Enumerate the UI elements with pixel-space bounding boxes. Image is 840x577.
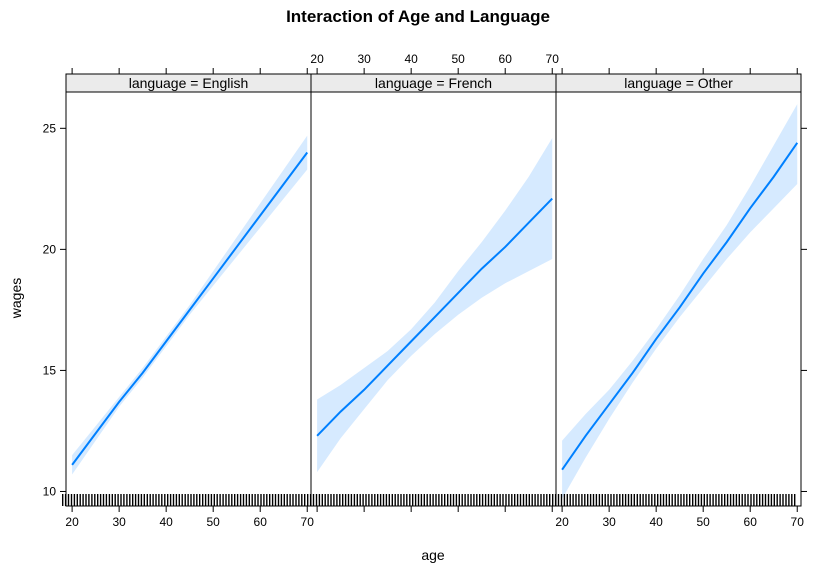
chart-title: Interaction of Age and Language [286,7,550,26]
confidence-band [562,104,798,499]
y-tick-label: 15 [43,363,57,377]
fitted-line [71,151,309,466]
rug [552,494,796,506]
y-tick-label: 25 [43,121,57,135]
x-tick-label: 20 [65,515,79,529]
rug [307,494,551,506]
x-tick-label: 50 [697,515,711,529]
x-tick-label: 70 [546,52,560,66]
x-axis-label: age [421,547,445,563]
panel-1: language = English 20 30 40 50 60 70 [62,68,314,529]
strip-label: language = French [375,75,492,91]
panel-2: language = French 20 30 40 50 60 70 [307,52,559,512]
x-tick-label: 30 [357,52,371,66]
x-axis: 20 30 40 50 60 70 [310,52,559,512]
x-tick-label: 70 [791,515,805,529]
panel-border [555,73,802,507]
confidence-band [72,135,308,475]
confidence-band [317,138,553,473]
strip-label: language = Other [624,75,733,91]
panel-border [65,73,312,507]
x-tick-label: 60 [499,52,513,66]
fitted-line [561,142,799,471]
y-axis-label: wages [8,278,24,319]
rug [62,494,306,506]
x-tick-label: 50 [452,52,466,66]
x-tick-label: 30 [112,515,126,529]
x-tick-label: 60 [254,515,268,529]
x-tick-label: 20 [555,515,569,529]
y-tick-label: 20 [43,242,57,256]
x-tick-label: 20 [310,52,324,66]
y-tick-label: 10 [43,484,57,498]
x-tick-label: 50 [207,515,221,529]
strip-label: language = English [129,75,249,91]
x-tick-label: 60 [744,515,758,529]
fitted-line [316,197,553,437]
x-tick-label: 40 [159,515,173,529]
x-tick-label: 30 [602,515,616,529]
y-axis: 10 15 20 25 [43,121,807,498]
x-tick-label: 70 [301,515,315,529]
x-tick-label: 40 [649,515,663,529]
panel-border [310,73,557,507]
x-axis: 20 30 40 50 60 70 [555,68,804,529]
panel-3: language = Other 20 30 40 50 60 70 [552,68,804,529]
x-tick-label: 40 [404,52,418,66]
x-axis: 20 30 40 50 60 70 [65,68,314,529]
